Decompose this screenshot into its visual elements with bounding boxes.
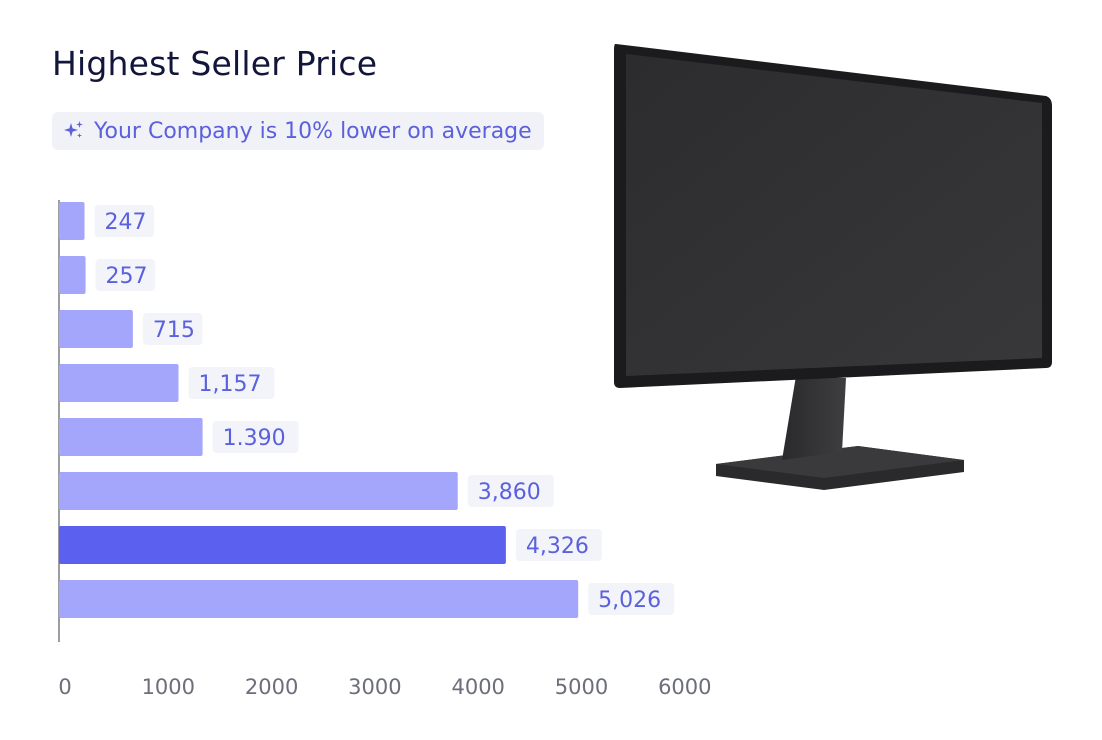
sparkles-icon: [62, 119, 86, 143]
x-tick-label: 2000: [245, 675, 298, 699]
bar-chart: 247 257 715 1,157 1.390 3,860 4,326 5,026 0 1000 2…: [58, 200, 712, 699]
x-tick-label: 0: [58, 675, 71, 699]
data-label-bg: [95, 259, 156, 291]
page-title: Highest Seller Price: [52, 44, 378, 83]
data-label: 3,860: [478, 480, 541, 505]
data-label: 715: [153, 318, 195, 343]
x-tick-label: 3000: [348, 675, 401, 699]
data-label: 247: [105, 210, 147, 235]
data-label-bg: [212, 421, 299, 453]
bar: [59, 418, 203, 456]
x-tick-label: 5000: [555, 675, 608, 699]
bar: [59, 526, 506, 564]
data-label: 1,157: [199, 372, 262, 397]
data-label: 257: [106, 264, 148, 289]
bar: [59, 256, 86, 294]
data-label: 4,326: [526, 534, 589, 559]
x-tick-label: 4000: [451, 675, 504, 699]
data-label-bg: [94, 205, 155, 237]
bar: [59, 472, 458, 510]
bar: [59, 364, 179, 402]
bar: [59, 202, 85, 240]
bar: [59, 310, 133, 348]
monitor-image: [612, 40, 1062, 504]
data-label-bg: [467, 475, 554, 507]
data-label: 5,026: [598, 588, 661, 613]
bar: [59, 580, 579, 618]
x-tick-label: 1000: [142, 675, 195, 699]
data-label-bg: [588, 583, 675, 615]
insight-badge: Your Company is 10% lower on average: [52, 112, 544, 150]
data-label-bg: [142, 313, 203, 345]
data-label-bg: [515, 529, 602, 561]
insight-text: Your Company is 10% lower on average: [94, 118, 532, 144]
data-label-bg: [188, 367, 275, 399]
data-label: 1.390: [223, 426, 286, 451]
x-tick-label: 6000: [658, 675, 711, 699]
